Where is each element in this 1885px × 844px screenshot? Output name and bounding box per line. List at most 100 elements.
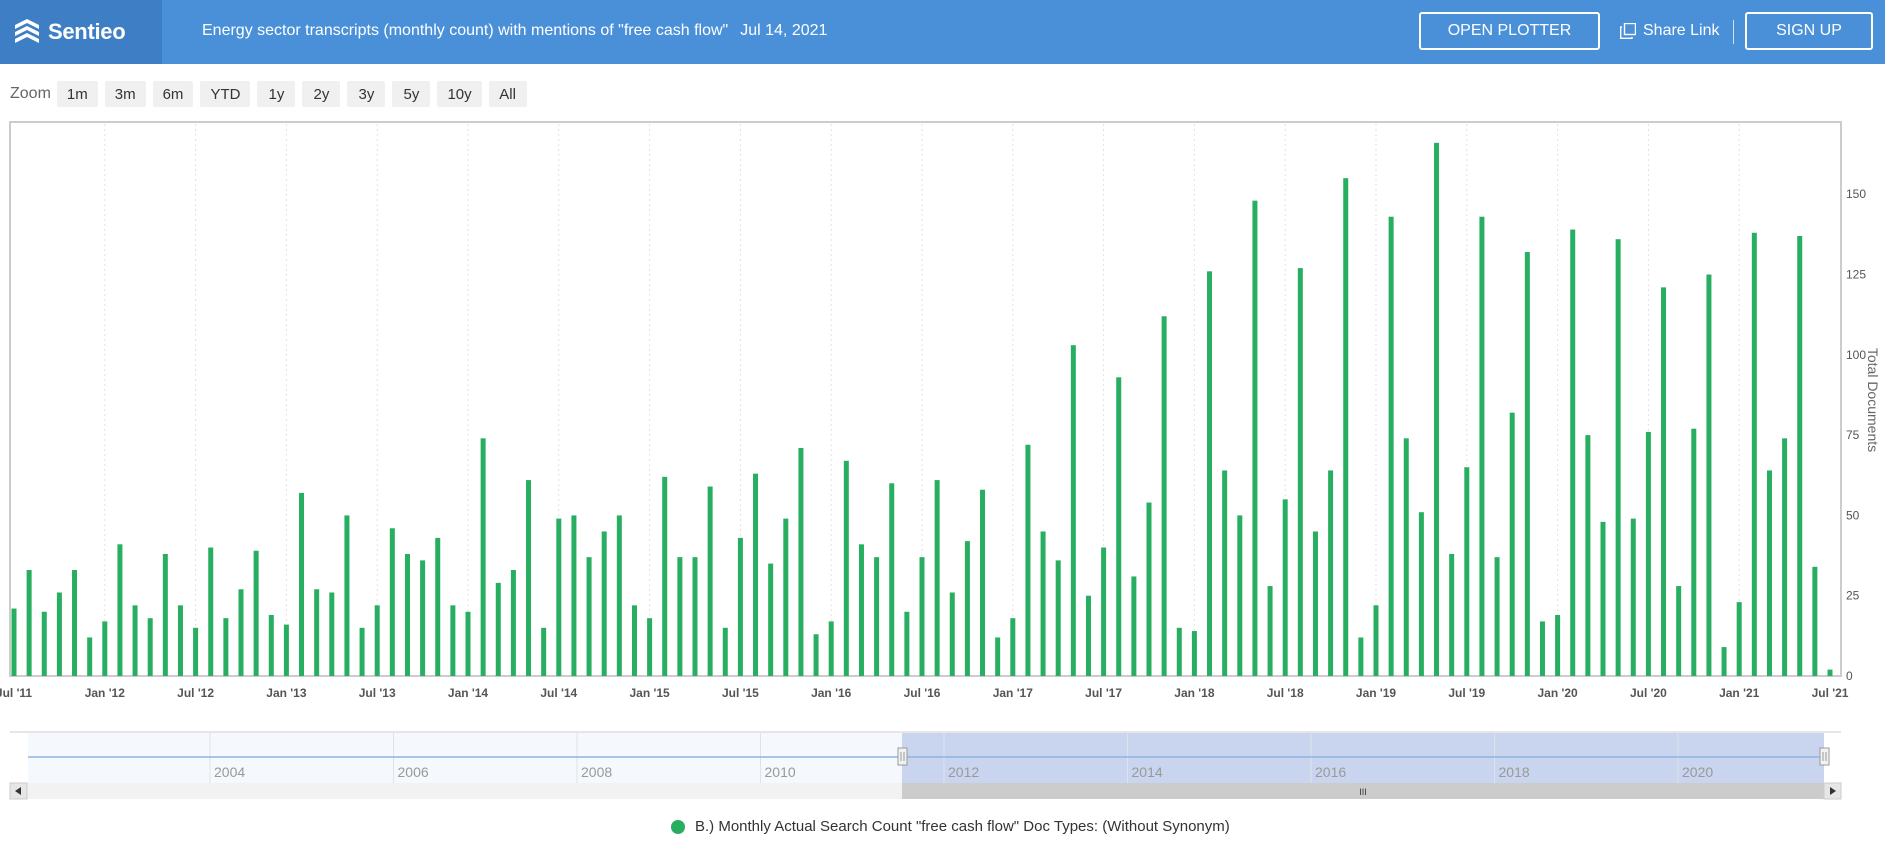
bar[interactable] bbox=[193, 627, 199, 676]
bar[interactable] bbox=[1101, 547, 1107, 676]
bar[interactable] bbox=[435, 537, 441, 676]
bar[interactable] bbox=[1812, 566, 1818, 676]
bar[interactable] bbox=[949, 592, 955, 676]
navigator-left-handle[interactable] bbox=[897, 747, 908, 766]
bar[interactable] bbox=[722, 627, 728, 676]
bar[interactable] bbox=[26, 570, 32, 676]
bar[interactable] bbox=[1116, 377, 1122, 676]
bar[interactable] bbox=[1494, 557, 1500, 676]
bar[interactable] bbox=[495, 582, 501, 676]
bar[interactable] bbox=[1222, 470, 1228, 676]
bar[interactable] bbox=[299, 492, 305, 676]
bar[interactable] bbox=[1600, 521, 1606, 676]
bar[interactable] bbox=[238, 589, 244, 676]
bar[interactable] bbox=[904, 611, 910, 676]
bar[interactable] bbox=[1509, 412, 1515, 676]
bar[interactable] bbox=[889, 483, 895, 676]
bar[interactable] bbox=[964, 541, 970, 676]
bar[interactable] bbox=[1524, 252, 1530, 677]
bar[interactable] bbox=[783, 518, 789, 676]
bar[interactable] bbox=[56, 592, 62, 676]
bar[interactable] bbox=[102, 621, 108, 676]
bar[interactable] bbox=[556, 518, 562, 676]
bar[interactable] bbox=[1782, 438, 1788, 676]
bar[interactable] bbox=[87, 637, 93, 676]
bar[interactable] bbox=[995, 637, 1001, 676]
bar[interactable] bbox=[1766, 470, 1772, 676]
bar[interactable] bbox=[798, 447, 804, 676]
bar[interactable] bbox=[631, 605, 637, 676]
zoom-6m-button[interactable]: 6m bbox=[152, 81, 194, 107]
bar[interactable] bbox=[72, 570, 78, 676]
bar[interactable] bbox=[1146, 502, 1152, 676]
bar[interactable] bbox=[1040, 531, 1046, 676]
bar[interactable] bbox=[1751, 232, 1757, 676]
bar[interactable] bbox=[1176, 627, 1182, 676]
bar[interactable] bbox=[919, 557, 925, 676]
zoom-all-button[interactable]: All bbox=[488, 81, 527, 107]
bar[interactable] bbox=[1797, 235, 1803, 677]
bar[interactable] bbox=[404, 553, 410, 676]
zoom-1m-button[interactable]: 1m bbox=[56, 81, 98, 107]
scroll-left-button[interactable] bbox=[9, 782, 28, 800]
bar[interactable] bbox=[1615, 239, 1621, 676]
bar[interactable] bbox=[480, 438, 486, 676]
bar[interactable] bbox=[1297, 268, 1303, 676]
bar[interactable] bbox=[1252, 200, 1258, 676]
bar[interactable] bbox=[707, 486, 713, 676]
bar[interactable] bbox=[1085, 595, 1091, 676]
bar[interactable] bbox=[526, 480, 532, 676]
zoom-5y-button[interactable]: 5y bbox=[392, 81, 431, 107]
bar[interactable] bbox=[1131, 576, 1137, 676]
share-link-button[interactable]: Share Link bbox=[1620, 22, 1720, 40]
brand-logo[interactable]: Sentieo bbox=[0, 0, 162, 64]
bar[interactable] bbox=[1464, 467, 1470, 676]
bar[interactable] bbox=[571, 515, 577, 676]
bar[interactable] bbox=[813, 634, 819, 676]
bar[interactable] bbox=[465, 611, 471, 676]
zoom-2y-button[interactable]: 2y bbox=[302, 81, 341, 107]
bar[interactable] bbox=[1312, 531, 1318, 676]
bar[interactable] bbox=[1055, 560, 1061, 676]
bar[interactable] bbox=[329, 592, 335, 676]
bar[interactable] bbox=[662, 476, 668, 676]
bar[interactable] bbox=[828, 621, 834, 676]
bar[interactable] bbox=[1025, 444, 1031, 676]
open-plotter-button[interactable]: OPEN PLOTTER bbox=[1419, 12, 1600, 50]
bar[interactable] bbox=[1010, 618, 1016, 676]
bar[interactable] bbox=[874, 557, 880, 676]
bar[interactable] bbox=[934, 480, 940, 676]
navigator-selection[interactable] bbox=[902, 733, 1824, 783]
bar[interactable] bbox=[374, 605, 380, 676]
bar[interactable] bbox=[1328, 470, 1334, 676]
zoom-10y-button[interactable]: 10y bbox=[437, 81, 482, 107]
bar[interactable] bbox=[858, 544, 864, 676]
bar[interactable] bbox=[1691, 428, 1697, 676]
bar[interactable] bbox=[1449, 553, 1455, 676]
bar[interactable] bbox=[1388, 216, 1394, 676]
bar[interactable] bbox=[177, 605, 183, 676]
bar[interactable] bbox=[223, 618, 229, 676]
bar[interactable] bbox=[450, 605, 456, 676]
scrollbar-thumb[interactable] bbox=[902, 783, 1824, 799]
bar[interactable] bbox=[843, 460, 849, 676]
bar[interactable] bbox=[510, 570, 516, 676]
bar[interactable] bbox=[1630, 518, 1636, 676]
bar[interactable] bbox=[1479, 216, 1485, 676]
bar[interactable] bbox=[1539, 621, 1545, 676]
bar[interactable] bbox=[1161, 316, 1167, 676]
bar[interactable] bbox=[162, 553, 168, 676]
zoom-1y-button[interactable]: 1y bbox=[257, 81, 296, 107]
bar[interactable] bbox=[253, 550, 259, 676]
bar[interactable] bbox=[420, 560, 426, 676]
bar[interactable] bbox=[1358, 637, 1364, 676]
bar[interactable] bbox=[359, 627, 365, 676]
zoom-ytd-button[interactable]: YTD bbox=[200, 81, 251, 107]
bar[interactable] bbox=[11, 608, 17, 676]
bar[interactable] bbox=[753, 473, 759, 676]
bar[interactable] bbox=[1267, 586, 1273, 676]
bar[interactable] bbox=[1570, 229, 1576, 676]
navigator-right-handle[interactable] bbox=[1819, 747, 1830, 766]
bar[interactable] bbox=[1403, 438, 1409, 676]
bar[interactable] bbox=[208, 547, 214, 676]
